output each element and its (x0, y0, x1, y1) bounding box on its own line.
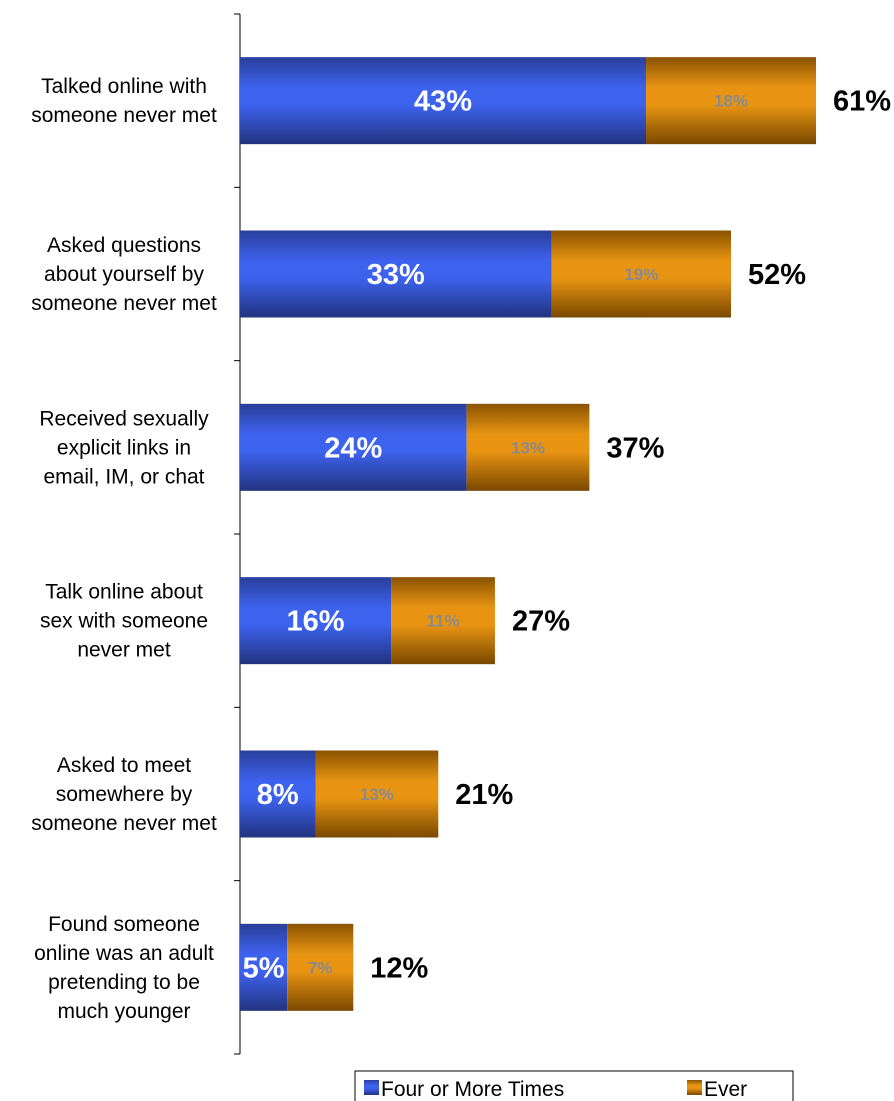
bar-ever (551, 230, 732, 318)
total-label: 52% (748, 259, 806, 291)
data-label-ever: 13% (360, 785, 394, 804)
bar-four-or-more-times (240, 403, 467, 491)
data-label-four-or-more-times: 8% (257, 779, 299, 811)
data-label-ever: 7% (308, 958, 333, 977)
legend-box (354, 1070, 794, 1101)
legend-swatch-ever (687, 1080, 702, 1095)
bar-ever (466, 403, 590, 491)
bar-four-or-more-times (240, 577, 392, 665)
category-label: Received sexually explicit links in email,… (39, 407, 209, 488)
legend-label-four-or-more-times: Four or More Times (381, 1078, 564, 1101)
legend-swatch-four-or-more-times (364, 1080, 379, 1095)
legend: Four or More Times Ever (354, 1070, 794, 1101)
bar-four-or-more-times (240, 750, 316, 838)
category-label: Talk online about sex with someone never m… (40, 581, 208, 662)
bar-ever (391, 577, 495, 665)
data-label-four-or-more-times: 24% (324, 432, 382, 464)
category-labels: Talked online with someone never met Asked… (31, 75, 217, 1023)
total-label: 61% (833, 86, 891, 118)
bar-ever (287, 923, 354, 1011)
data-label-ever: 19% (624, 265, 658, 284)
data-label-four-or-more-times: 43% (414, 86, 472, 118)
data-label-ever: 13% (511, 438, 545, 457)
bar-four-or-more-times (240, 57, 647, 145)
category-label: Asked questions about yourself by someone … (31, 234, 217, 315)
category-label: Asked to meet somewhere by someone never m… (31, 754, 217, 835)
total-label: 37% (606, 432, 664, 464)
bar-ever (315, 750, 439, 838)
data-label-four-or-more-times: 5% (243, 952, 285, 984)
data-label-four-or-more-times: 16% (287, 606, 345, 638)
total-label: 21% (455, 779, 513, 811)
bar-four-or-more-times (240, 923, 288, 1011)
category-label: Talked online with someone never met (31, 75, 217, 127)
legend-label-ever: Ever (704, 1078, 747, 1101)
category-label: Found someone online was an adult pretendi… (34, 913, 214, 1023)
category-axis (234, 13, 241, 1055)
data-label-ever: 18% (714, 92, 748, 111)
bar-ever (646, 57, 816, 145)
bars: 43% 18% 61% 33% 19% 52% 24% 13% 37% 16% 11% 27% 8% 13… (240, 57, 891, 1011)
total-label: 27% (512, 606, 570, 638)
data-label-four-or-more-times: 33% (367, 259, 425, 291)
data-label-ever: 11% (426, 612, 459, 631)
total-label: 12% (370, 952, 428, 984)
bar-four-or-more-times (240, 230, 552, 318)
